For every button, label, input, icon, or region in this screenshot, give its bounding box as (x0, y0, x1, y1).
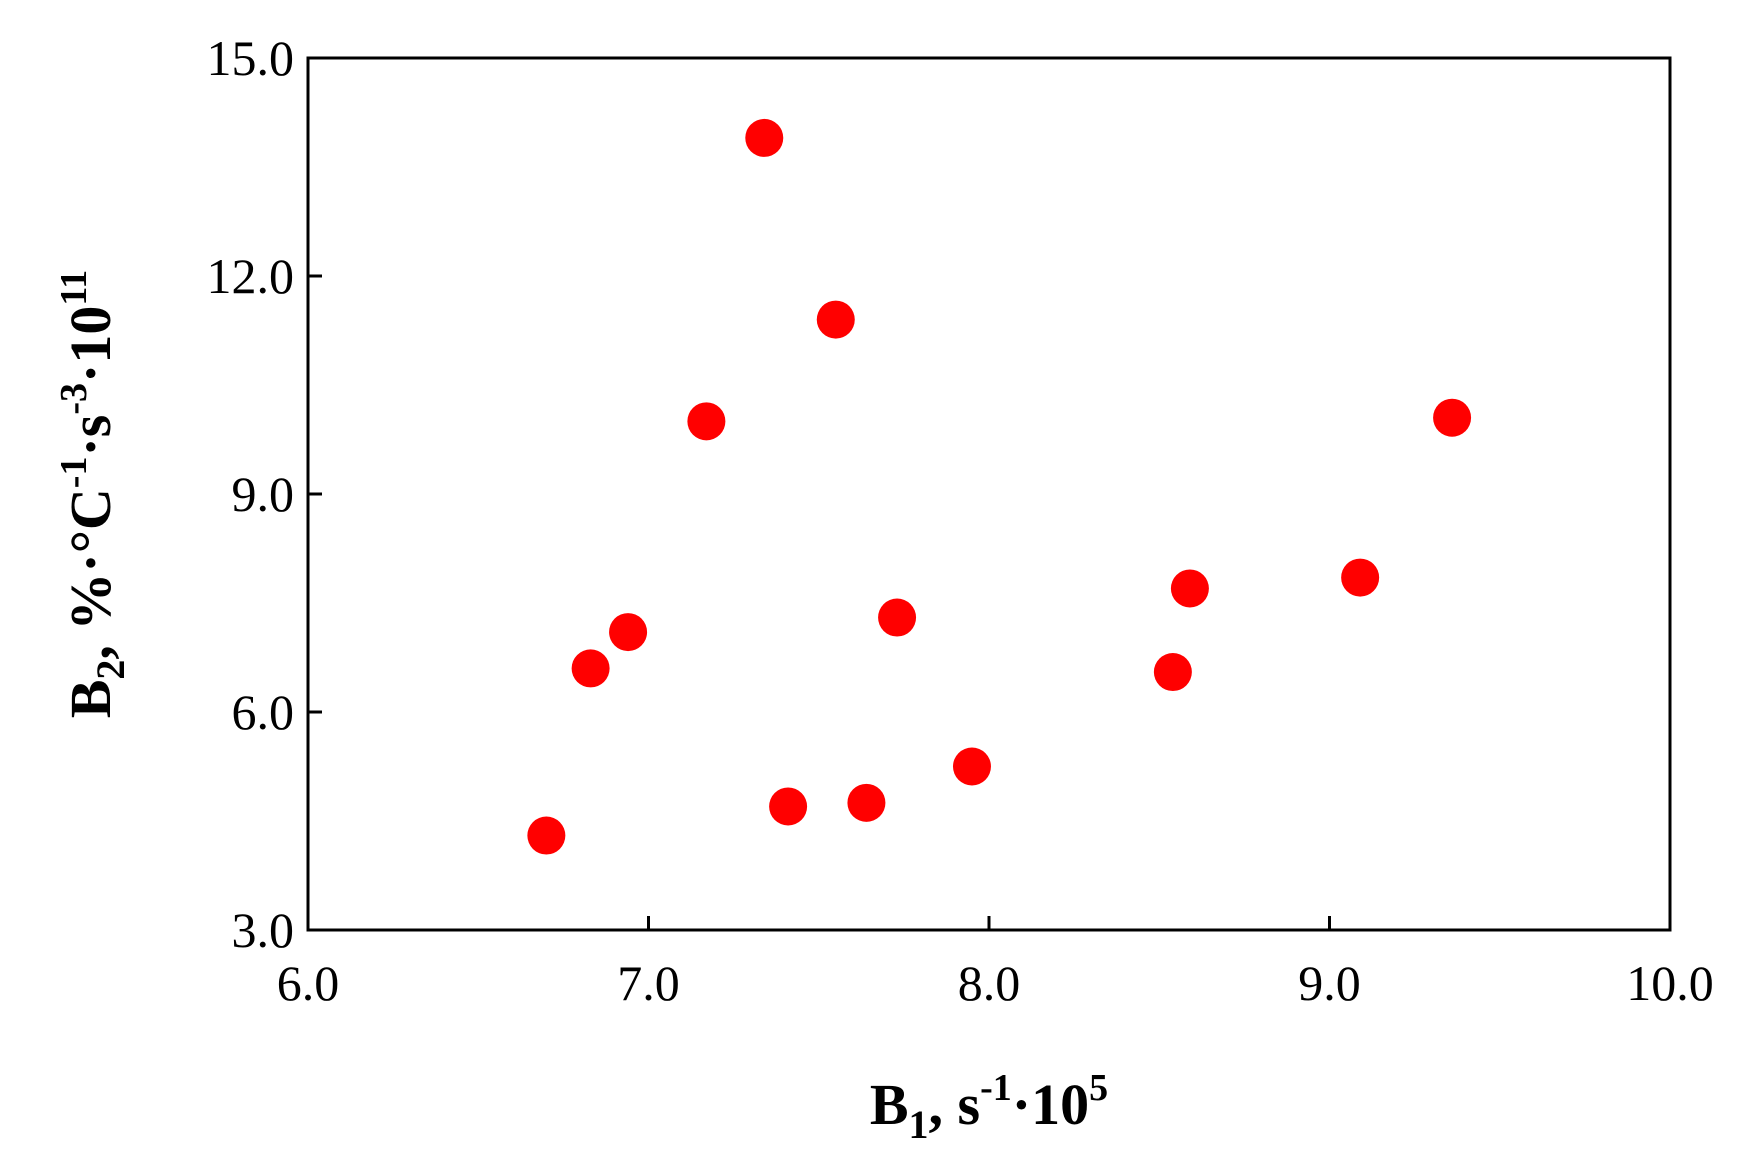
y-tick-label: 6.0 (232, 684, 295, 740)
scatter-point (952, 747, 991, 786)
x-axis-ticks: 6.0 7.0 8.0 9.0 10.0 (277, 916, 1714, 1011)
x-tick-label: 7.0 (617, 955, 680, 1011)
y-tick-label: 9.0 (232, 466, 295, 522)
y-axis-ticks: 3.0 6.0 9.0 12.0 15.0 (207, 30, 322, 958)
scatter-point (1341, 558, 1380, 597)
x-axis-title: B1, s-1·105 (870, 1067, 1108, 1147)
scatter-point (847, 783, 886, 822)
scatter-point (745, 118, 784, 157)
scatter-point (1433, 398, 1472, 437)
x-tick-label: 8.0 (958, 955, 1021, 1011)
scatter-point (1170, 569, 1209, 608)
y-tick-label: 3.0 (232, 902, 295, 958)
data-points (527, 118, 1472, 855)
scatter-point (816, 300, 855, 339)
x-tick-label: 9.0 (1298, 955, 1361, 1011)
scatter-point (1153, 653, 1192, 692)
y-tick-label: 15.0 (207, 30, 295, 86)
scatter-point (527, 816, 566, 855)
x-tick-label: 10.0 (1626, 955, 1714, 1011)
x-tick-label: 6.0 (277, 955, 340, 1011)
scatter-point (687, 402, 726, 441)
scatter-point (571, 649, 610, 688)
y-axis-title: B2, %·°C-1·s-3·1011 (53, 270, 133, 719)
y-tick-label: 12.0 (207, 248, 295, 304)
scatter-point (769, 787, 808, 826)
plot-area-frame (306, 56, 1672, 932)
scatter-point (878, 598, 917, 637)
scatter-point (609, 613, 648, 652)
